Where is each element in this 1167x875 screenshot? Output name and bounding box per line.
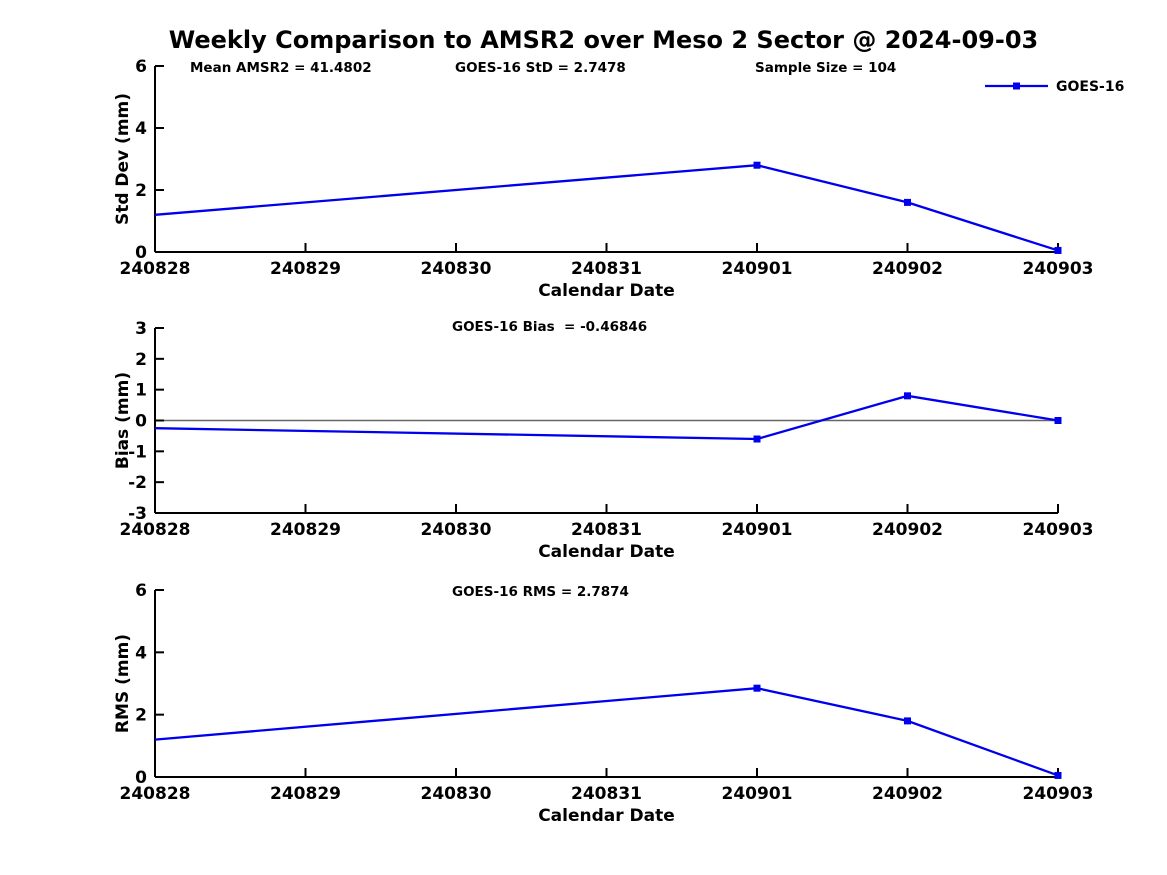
subplot-std-dev: 0 2 4 6 240828 240829 240830 240831 240901 240902… xyxy=(113,57,1124,301)
y-tick-label: 2 xyxy=(135,350,147,370)
x-tick-label: 240828 xyxy=(120,784,191,804)
x-tick-label: 240831 xyxy=(571,520,642,540)
x-axis-title: Calendar Date xyxy=(538,806,675,826)
data-point-marker xyxy=(1054,246,1062,254)
series-line xyxy=(154,164,1059,252)
y-tick-label: 2 xyxy=(135,706,147,726)
data-point-marker xyxy=(753,161,761,169)
legend-label: GOES-16 xyxy=(1056,79,1124,95)
x-tick-label: 240901 xyxy=(722,259,793,279)
x-tick-label: 240903 xyxy=(1023,259,1094,279)
y-tick-label: 0 xyxy=(135,412,147,432)
x-tick-label: 240828 xyxy=(120,259,191,279)
y-tick-label: -2 xyxy=(128,473,147,493)
x-tick-label: 240903 xyxy=(1023,784,1094,804)
subplot-rms: 0 2 4 6 240828 240829 240830 240831 240901 240902… xyxy=(113,581,1094,826)
y-tick-label: 0 xyxy=(135,768,147,788)
x-tick-label: 240829 xyxy=(270,520,341,540)
y-tick-label: 4 xyxy=(135,119,147,139)
y-tick-label: 6 xyxy=(135,57,147,77)
data-point-marker xyxy=(904,717,911,725)
data-point-marker xyxy=(1054,417,1062,424)
data-point-marker xyxy=(753,684,761,692)
x-tick-label: 240829 xyxy=(270,259,341,279)
annotation: Mean AMSR2 = 41.4802 xyxy=(190,60,372,76)
x-tick-label: 240902 xyxy=(872,520,943,540)
annotation: Sample Size = 104 xyxy=(755,60,896,76)
data-point-marker xyxy=(753,435,761,443)
y-tick-label: -1 xyxy=(128,442,147,462)
y-tick-label: 3 xyxy=(135,319,147,339)
y-axis-title: Std Dev (mm) xyxy=(113,93,133,225)
x-axis-title: Calendar Date xyxy=(538,281,675,301)
x-tick-label: 240829 xyxy=(270,784,341,804)
x-tick-label: 240830 xyxy=(421,259,492,279)
legend-marker-sample xyxy=(1013,82,1020,90)
y-tick-label: 1 xyxy=(135,381,147,401)
series-line xyxy=(154,394,1059,441)
y-tick-label: 6 xyxy=(135,581,147,601)
x-tick-label: 240902 xyxy=(872,259,943,279)
annotation: GOES-16 Bias = -0.46846 xyxy=(452,319,647,335)
x-tick-label: 240831 xyxy=(571,259,642,279)
x-tick-label: 240903 xyxy=(1023,520,1094,540)
y-tick-label: 0 xyxy=(135,243,147,263)
data-point-marker xyxy=(1054,771,1062,779)
y-axis-title: Bias (mm) xyxy=(113,372,133,469)
x-axis-title: Calendar Date xyxy=(538,542,675,562)
y-axis-title: RMS (mm) xyxy=(113,634,133,733)
x-tick-label: 240901 xyxy=(722,784,793,804)
x-tick-label: 240830 xyxy=(421,520,492,540)
y-tick-label: 4 xyxy=(135,643,147,663)
figure-title: Weekly Comparison to AMSR2 over Meso 2 S… xyxy=(168,26,1039,54)
data-point-marker xyxy=(904,198,911,206)
x-tick-label: 240828 xyxy=(120,520,191,540)
data-point-marker xyxy=(904,392,911,400)
annotation: GOES-16 RMS = 2.7874 xyxy=(452,584,629,600)
y-tick-label: 2 xyxy=(135,181,147,201)
x-tick-label: 240830 xyxy=(421,784,492,804)
x-tick-label: 240901 xyxy=(722,520,793,540)
series-line xyxy=(154,687,1059,777)
x-tick-label: 240902 xyxy=(872,784,943,804)
y-tick-label: -3 xyxy=(128,504,147,524)
annotation: GOES-16 StD = 2.7478 xyxy=(455,60,626,76)
x-tick-label: 240831 xyxy=(571,784,642,804)
subplot-bias: -3 -2 -1 0 1 2 3 240828 240829 240830 240831 240901… xyxy=(113,319,1094,562)
